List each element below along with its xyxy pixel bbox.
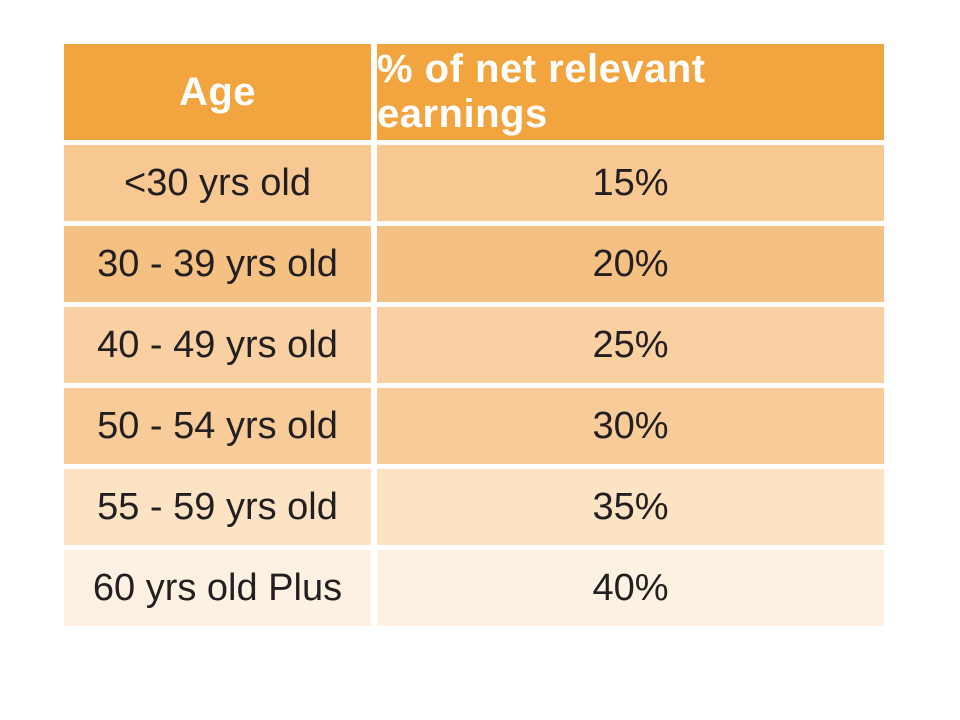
table-row: 50 - 54 yrs old 30% [64, 388, 884, 464]
table-header-row: Age % of net relevant earnings [64, 44, 884, 140]
table-row: 55 - 59 yrs old 35% [64, 469, 884, 545]
value-cell: 20% [377, 226, 884, 302]
age-cell: 55 - 59 yrs old [64, 469, 371, 545]
table-row: 40 - 49 yrs old 25% [64, 307, 884, 383]
value-cell: 15% [377, 145, 884, 221]
header-cell-earnings: % of net relevant earnings [377, 44, 884, 140]
value-cell: 25% [377, 307, 884, 383]
age-cell: 60 yrs old Plus [64, 550, 371, 626]
age-cell: 30 - 39 yrs old [64, 226, 371, 302]
table-row: 60 yrs old Plus 40% [64, 550, 884, 626]
value-cell: 35% [377, 469, 884, 545]
table-row: <30 yrs old 15% [64, 145, 884, 221]
age-cell: 50 - 54 yrs old [64, 388, 371, 464]
pension-contribution-table: Age % of net relevant earnings <30 yrs o… [64, 44, 884, 626]
table-row: 30 - 39 yrs old 20% [64, 226, 884, 302]
age-cell: <30 yrs old [64, 145, 371, 221]
age-cell: 40 - 49 yrs old [64, 307, 371, 383]
value-cell: 40% [377, 550, 884, 626]
header-cell-age: Age [64, 44, 371, 140]
value-cell: 30% [377, 388, 884, 464]
